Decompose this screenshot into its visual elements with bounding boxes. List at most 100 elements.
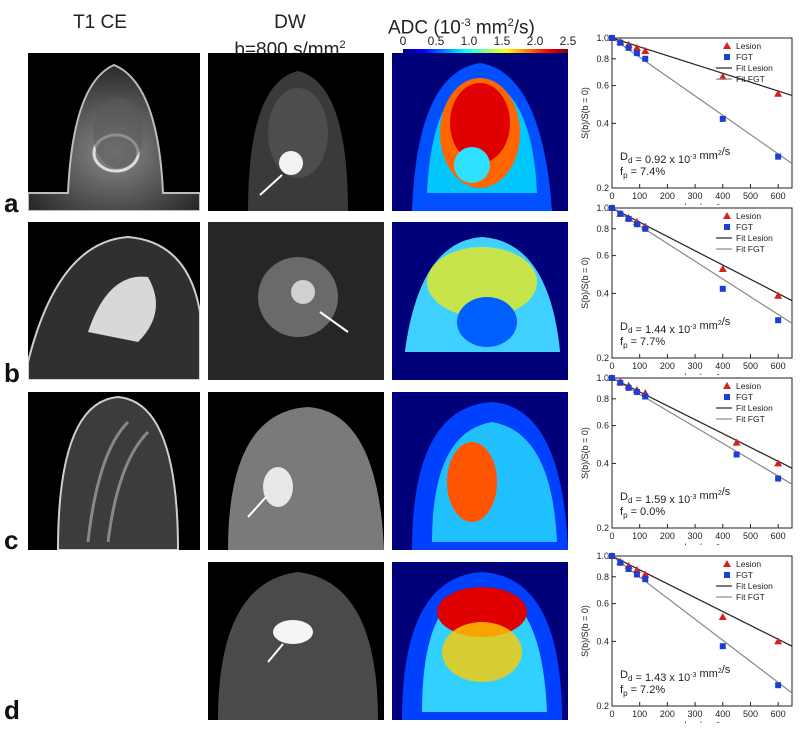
- dw-breast-c-graphic: [228, 407, 384, 550]
- x-tick-label: 500: [743, 531, 758, 541]
- x-tick-label: 200: [660, 361, 675, 371]
- fp-annotation-part: f: [620, 336, 624, 348]
- header-adc: ADC (10-3 mm2/s): [388, 12, 588, 39]
- t1-image-a: [28, 53, 200, 211]
- legend-entry-label: Lesion: [736, 211, 761, 221]
- dd-annotation-part: D: [620, 151, 628, 163]
- y-axis-label: S(b)/S(b = 0): [580, 257, 590, 309]
- x-tick-label: 300: [688, 709, 703, 719]
- lesion-point: [774, 637, 783, 645]
- x-axis-label: b, s/mm²: [685, 542, 720, 545]
- lesion-point: [774, 89, 783, 97]
- x-tick-label: 400: [715, 531, 730, 541]
- y-tick-label: 0.4: [596, 458, 609, 468]
- fgt-point: [609, 375, 615, 381]
- adc-image-a: [392, 53, 568, 211]
- x-axis-label: b, s/mm²: [685, 202, 720, 205]
- legend-fgt-marker: [724, 224, 730, 230]
- colorbar-tick-label: 2.5: [560, 34, 577, 48]
- dd-annotation-part: D: [620, 491, 628, 503]
- lesion-point: [774, 459, 783, 467]
- y-axis-label: S(b)/S(b = 0): [580, 427, 590, 479]
- adc-map-d-graphic: [402, 572, 562, 720]
- x-tick-label: 500: [743, 709, 758, 719]
- y-tick-label: 0.2: [596, 523, 609, 533]
- colorbar-tick-label: 1.0: [461, 34, 478, 48]
- fgt-point: [617, 210, 624, 217]
- fp-annotation-part: f: [620, 506, 624, 518]
- dd-annotation-part: mm: [696, 490, 717, 502]
- fp-annotation-part: f: [620, 684, 624, 696]
- dd-annotation: Dd = 1.59 x 10-3 mm2/s: [620, 486, 731, 506]
- header-t1ce: T1 CE: [20, 12, 180, 34]
- fgt-point: [633, 571, 640, 578]
- dd-annotation-part: = 1.44 x 10: [632, 324, 690, 336]
- legend-entry-label: Fit FGT: [736, 74, 765, 84]
- lesion-point: [632, 566, 641, 574]
- t1-breast-a-graphic: [28, 63, 200, 211]
- header-adc-pre: ADC (10: [388, 17, 461, 39]
- dd-annotation-part: -3: [690, 154, 696, 161]
- fp-annotation-part: = 7.2%: [628, 684, 666, 696]
- fgt-point: [642, 55, 649, 62]
- y-tick-label: 0.4: [596, 288, 609, 298]
- fp-annotation: fp = 7.7%: [620, 336, 665, 350]
- lesion-point: [732, 438, 741, 446]
- t1-image-b: [28, 222, 200, 380]
- x-tick-label: 0: [609, 709, 614, 719]
- t1-breast-c-graphic: [56, 395, 180, 550]
- fp-annotation-part: p: [623, 341, 628, 350]
- x-tick-label: 0: [609, 531, 614, 541]
- x-tick-label: 100: [632, 191, 647, 201]
- fgt-point: [642, 576, 649, 583]
- legend-entry-label: Lesion: [736, 41, 761, 51]
- dd-annotation-part: d: [628, 156, 632, 165]
- fgt-point: [609, 35, 615, 41]
- dd-annotation: Dd = 1.43 x 10-3 mm2/s: [620, 664, 731, 684]
- x-tick-label: 200: [660, 531, 675, 541]
- dd-annotation-part: /s: [722, 146, 731, 158]
- dd-annotation-part: = 1.59 x 10: [632, 494, 690, 506]
- fgt-point: [609, 553, 615, 559]
- row-label-b: b: [4, 358, 20, 388]
- dw-image-a: [208, 53, 384, 211]
- header-adc-mid: mm: [470, 17, 508, 39]
- legend-entry-label: Fit Lesion: [736, 233, 773, 243]
- dd-annotation: Dd = 1.44 x 10-3 mm2/s: [620, 316, 731, 336]
- fgt-point: [625, 384, 632, 391]
- lesion-point: [774, 291, 783, 299]
- dw-image-d: [208, 562, 384, 720]
- legend-entry-label: Fit Lesion: [736, 63, 773, 73]
- fgt-point: [633, 221, 640, 228]
- y-tick-label: 0.6: [596, 251, 609, 261]
- lesion-point: [718, 612, 727, 620]
- colorbar-tick-label: 2.0: [527, 34, 544, 48]
- x-tick-label: 600: [771, 191, 786, 201]
- fp-annotation: fp = 0.0%: [620, 506, 665, 520]
- fgt-point: [719, 285, 726, 292]
- fgt-point: [642, 225, 649, 232]
- header-adc-sup2: 2: [507, 17, 514, 29]
- fgt-point: [633, 50, 640, 57]
- signal-decay-plot-b: 0 100 200 300 400 500 600 0.2 0.4 0.6 0.8 1.0 b, s/m…: [580, 203, 793, 375]
- legend-fgt-marker: [724, 572, 730, 578]
- fgt-point: [617, 559, 624, 566]
- dd-annotation-part: /s: [722, 316, 731, 328]
- fit-line-lesion: [611, 37, 793, 97]
- dd-annotation-part: /s: [722, 486, 731, 498]
- colorbar-tick-label: 0: [400, 34, 407, 48]
- x-tick-label: 500: [743, 191, 758, 201]
- x-axis-label: b, s/mm²: [685, 372, 720, 375]
- y-tick-label: 1.0: [596, 551, 609, 561]
- fit-line-fgt: [611, 555, 793, 694]
- x-tick-label: 0: [609, 361, 614, 371]
- y-tick-label: 0.4: [596, 118, 609, 128]
- lesion-point: [641, 46, 650, 54]
- fgt-point: [625, 44, 632, 51]
- fp-annotation-part: p: [623, 511, 628, 520]
- legend-entry-label: Fit FGT: [736, 592, 765, 602]
- dd-annotation-part: /s: [722, 664, 731, 676]
- dd-annotation-part: -3: [690, 324, 696, 331]
- y-tick-label: 0.2: [596, 353, 609, 363]
- dd-annotation-part: 2: [718, 320, 722, 327]
